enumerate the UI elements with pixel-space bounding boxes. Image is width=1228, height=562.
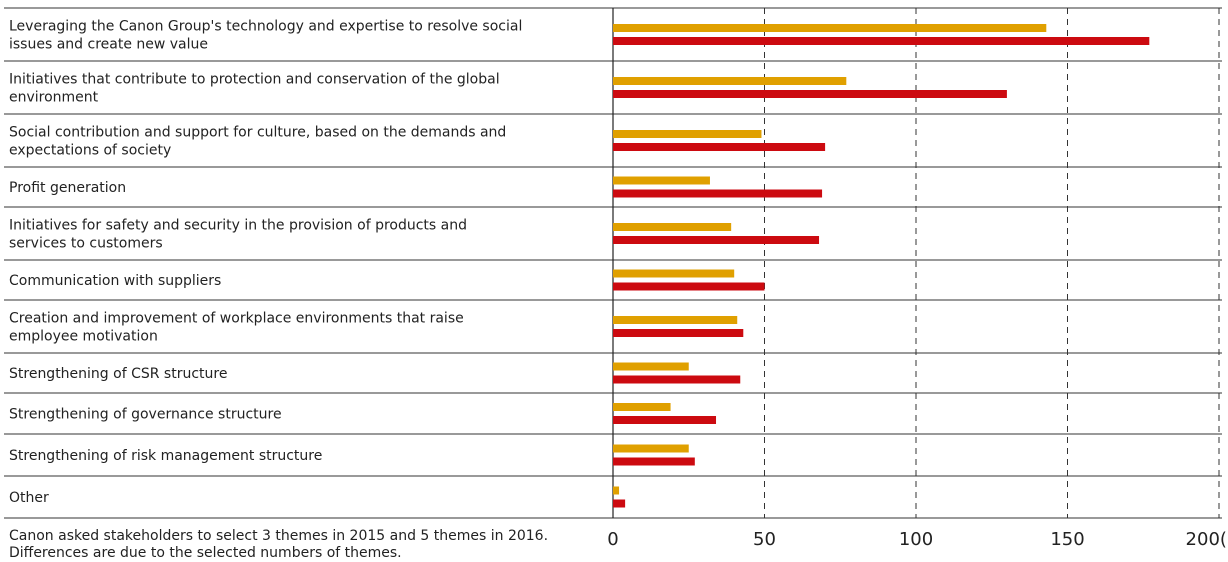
bar-series-2 (613, 329, 744, 337)
x-tick-label: 100 (899, 529, 933, 550)
category-label: Profit generation (9, 180, 126, 196)
bar-series-2 (613, 375, 741, 384)
bar-series-2 (613, 90, 1007, 98)
bar-series-1 (613, 403, 671, 411)
footnote-line: Canon asked stakeholders to select 3 the… (9, 528, 548, 544)
bar-series-2 (613, 499, 626, 508)
bar-series-2 (613, 37, 1150, 45)
bar-series-1 (613, 77, 847, 85)
bar-series-1 (613, 24, 1047, 32)
category-label: Strengthening of governance structure (9, 407, 282, 423)
category-label: Strengthening of CSR structure (9, 366, 227, 382)
bar-series-1 (613, 130, 762, 138)
bar-series-2 (613, 236, 820, 244)
bar-series-2 (613, 457, 695, 466)
bar-series-1 (613, 486, 620, 495)
footnote-line: Differences are due to the selected numb… (9, 545, 402, 561)
bar-series-2 (613, 416, 717, 424)
x-tick-label: 50 (753, 529, 776, 550)
grid-lines (764, 8, 1220, 518)
x-axis-ticks: 0 50 100 150 200(pt) (607, 529, 1228, 550)
category-label: Communication with suppliers (9, 273, 221, 289)
category-label: Strengthening of risk management structu… (9, 448, 322, 464)
category-label: Social contribution and support for cult… (9, 125, 506, 159)
category-label: Initiatives that contribute to protectio… (9, 72, 500, 106)
x-tick-label: 0 (607, 529, 618, 550)
bar-series-2 (613, 282, 765, 291)
x-tick-label: 150 (1050, 529, 1084, 550)
bar-series-1 (613, 316, 738, 324)
bar-series-2 (613, 189, 823, 198)
category-label: Other (9, 490, 49, 506)
bar-series-1 (613, 176, 710, 185)
bars (613, 24, 1150, 508)
bar-series-1 (613, 362, 689, 371)
bar-series-1 (613, 269, 735, 278)
x-tick-label: 200(pt) (1186, 529, 1228, 550)
bar-series-1 (613, 223, 732, 231)
category-label: Leveraging the Canon Group's technology … (9, 19, 522, 53)
category-label: Initiatives for safety and security in t… (9, 218, 467, 252)
bar-series-2 (613, 143, 826, 151)
category-rows: Leveraging the Canon Group's technology … (4, 7, 1222, 519)
category-label: Creation and improvement of workplace en… (9, 311, 464, 345)
footnote: Canon asked stakeholders to select 3 the… (9, 528, 548, 561)
bar-series-1 (613, 444, 689, 453)
